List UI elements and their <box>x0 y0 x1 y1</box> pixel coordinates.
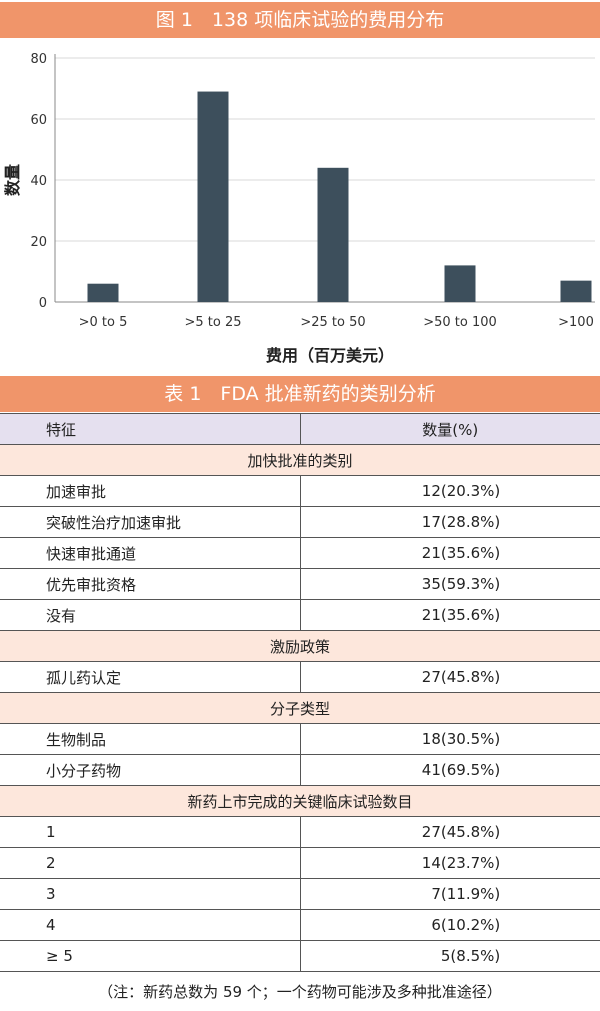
row-value-cell: 12(20.3%) <box>300 475 600 507</box>
table-title: 表 1 FDA 批准新药的类别分析 <box>0 376 600 412</box>
bar <box>197 91 229 302</box>
row-label: 优先审批资格 <box>0 568 301 600</box>
table-row: 突破性治疗加速审批 17(28.8%) <box>0 506 600 538</box>
x-tick-label: >50 to 100 <box>423 315 497 330</box>
drug-category-table: 特征 数量(%) 加快批准的类别 加速审批 12(20.3%) 突破性治疗加速审批 17… <box>0 413 600 972</box>
row-value: 21(35.6%) <box>421 544 501 562</box>
row-value: 41(69.5%) <box>421 761 501 779</box>
row-value: 35(59.3%) <box>421 575 501 593</box>
table-row: 优先审批资格 35(59.3%) <box>0 568 600 600</box>
row-value: 21(35.6%) <box>421 606 501 624</box>
table-section-row: 加快批准的类别 <box>0 444 600 476</box>
row-value: 27(45.8%) <box>421 823 501 841</box>
table-section-row: 激励政策 <box>0 630 600 662</box>
row-value: 18(30.5%) <box>421 730 501 748</box>
section-heading: 分子类型 <box>0 692 600 724</box>
row-label: 生物制品 <box>0 723 301 755</box>
bar <box>444 265 476 302</box>
row-value: 7(11.9%) <box>431 885 501 903</box>
figure-title: 图 1 138 项临床试验的费用分布 <box>0 2 600 38</box>
y-axis-label: 数量 <box>3 164 22 196</box>
chart-bars <box>87 91 592 302</box>
y-tick-labels: 0 20 40 60 80 <box>30 52 47 311</box>
table-header-row: 特征 数量(%) <box>0 413 600 445</box>
row-value-cell: 35(59.3%) <box>300 568 600 600</box>
x-tick-label: >100 <box>558 315 594 330</box>
bar-chart: 0 20 40 60 80 >0 to 5 >5 to 25 >25 to 50 >50 to… <box>3 52 595 365</box>
x-axis-label: 费用（百万美元） <box>266 346 394 365</box>
table-row: 快速审批通道 21(35.6%) <box>0 537 600 569</box>
y-tick-label: 60 <box>30 113 47 128</box>
table-row: 生物制品 18(30.5%) <box>0 723 600 755</box>
row-label: 突破性治疗加速审批 <box>0 506 301 538</box>
row-value: 12(20.3%) <box>421 482 501 500</box>
table-row: 1 27(45.8%) <box>0 816 600 848</box>
row-label: 快速审批通道 <box>0 537 301 569</box>
row-value-cell: 14(23.7%) <box>300 847 600 879</box>
row-label: 孤儿药认定 <box>0 661 301 693</box>
bar <box>87 283 119 302</box>
y-tick-label: 80 <box>30 52 47 67</box>
row-value-cell: 18(30.5%) <box>300 723 600 755</box>
table-row: 2 14(23.7%) <box>0 847 600 879</box>
row-value: 5(8.5%) <box>440 947 501 965</box>
row-value-cell: 21(35.6%) <box>300 537 600 569</box>
table-row: ≥ 5 5(8.5%) <box>0 940 600 972</box>
y-tick-label: 0 <box>39 296 47 311</box>
table-row: 没有 21(35.6%) <box>0 599 600 631</box>
bar <box>317 167 349 302</box>
row-label: 4 <box>0 909 301 941</box>
x-tick-label: >0 to 5 <box>79 315 128 330</box>
y-tick-label: 20 <box>30 235 47 250</box>
bar <box>560 280 592 302</box>
row-value-cell: 27(45.8%) <box>300 816 600 848</box>
row-label: 没有 <box>0 599 301 631</box>
row-label: 2 <box>0 847 301 879</box>
row-label: 3 <box>0 878 301 910</box>
row-value-cell: 7(11.9%) <box>300 878 600 910</box>
table-section-row: 分子类型 <box>0 692 600 724</box>
row-label: 小分子药物 <box>0 754 301 786</box>
row-value: 27(45.8%) <box>421 668 501 686</box>
x-tick-label: >5 to 25 <box>184 315 241 330</box>
row-label: 加速审批 <box>0 475 301 507</box>
row-label: ≥ 5 <box>0 940 301 972</box>
table-row: 孤儿药认定 27(45.8%) <box>0 661 600 693</box>
row-value-cell: 5(8.5%) <box>300 940 600 972</box>
header-count: 数量(%) <box>300 413 600 445</box>
table-row: 小分子药物 41(69.5%) <box>0 754 600 786</box>
table-row: 加速审批 12(20.3%) <box>0 475 600 507</box>
row-value-cell: 27(45.8%) <box>300 661 600 693</box>
x-tick-label: >25 to 50 <box>300 315 365 330</box>
section-heading: 新药上市完成的关键临床试验数目 <box>0 785 600 817</box>
y-tick-label: 40 <box>30 174 47 189</box>
section-heading: 激励政策 <box>0 630 600 662</box>
table-note: （注：新药总数为 59 个；一个药物可能涉及多种批准途径） <box>98 983 502 1001</box>
row-value-cell: 6(10.2%) <box>300 909 600 941</box>
row-value-cell: 21(35.6%) <box>300 599 600 631</box>
row-value: 6(10.2%) <box>431 916 501 934</box>
table-row: 4 6(10.2%) <box>0 909 600 941</box>
header-feature: 特征 <box>0 413 301 445</box>
row-value-cell: 17(28.8%) <box>300 506 600 538</box>
row-value: 14(23.7%) <box>421 854 501 872</box>
table-section-row: 新药上市完成的关键临床试验数目 <box>0 785 600 817</box>
row-value-cell: 41(69.5%) <box>300 754 600 786</box>
x-tick-labels: >0 to 5 >5 to 25 >25 to 50 >50 to 100 >100 <box>79 315 594 330</box>
section-heading: 加快批准的类别 <box>0 444 600 476</box>
row-label: 1 <box>0 816 301 848</box>
row-value: 17(28.8%) <box>421 513 501 531</box>
table-row: 3 7(11.9%) <box>0 878 600 910</box>
